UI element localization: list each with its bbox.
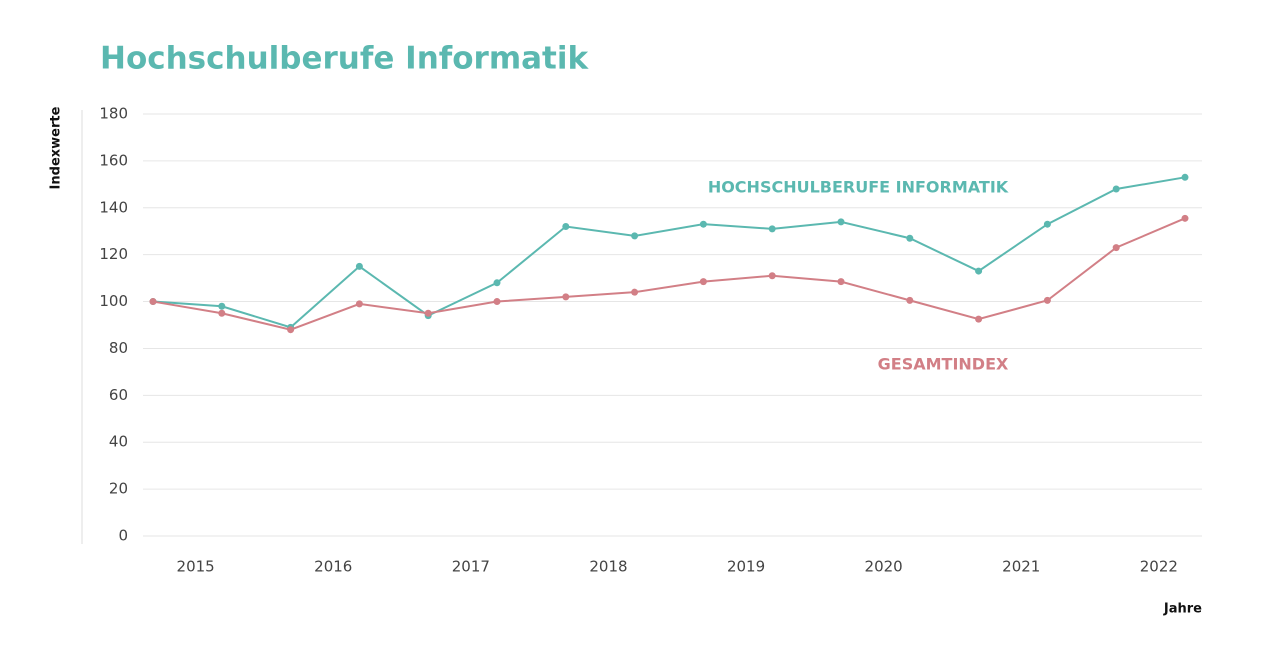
data-point — [975, 267, 983, 275]
data-point — [1181, 173, 1189, 181]
x-tick-label: 2017 — [452, 558, 490, 576]
y-tick-label: 180 — [99, 105, 128, 123]
data-point — [149, 298, 157, 306]
data-point — [562, 293, 570, 301]
data-point — [355, 262, 363, 270]
data-point — [562, 223, 570, 231]
y-tick-label: 160 — [99, 151, 128, 169]
data-point — [424, 309, 432, 317]
y-tick-label: 80 — [109, 339, 128, 357]
data-point — [218, 309, 226, 317]
x-tick-label: 2020 — [865, 558, 903, 576]
x-tick-label: 2018 — [589, 558, 627, 576]
y-tick-label: 100 — [99, 292, 128, 310]
data-point — [355, 300, 363, 308]
y-tick-label: 140 — [99, 198, 128, 216]
y-tick-label: 40 — [109, 433, 128, 451]
x-tick-label: 2022 — [1140, 558, 1178, 576]
x-axis-label: Jahre — [1163, 602, 1202, 617]
data-point — [493, 298, 501, 306]
y-axis-label: Indexwerte — [49, 106, 64, 189]
data-point — [699, 278, 707, 286]
data-point — [631, 288, 639, 296]
series-line — [152, 176, 1186, 329]
chart-title: Hochschulberufe Informatik — [100, 41, 589, 77]
x-tick-label: 2016 — [314, 558, 352, 576]
data-point — [1043, 296, 1051, 304]
data-point — [906, 296, 914, 304]
data-point — [1043, 220, 1051, 228]
series-label: GESAMTINDEX — [878, 355, 1009, 374]
data-point — [837, 218, 845, 226]
data-point — [768, 225, 776, 233]
series-line — [152, 217, 1186, 331]
data-point — [631, 232, 639, 240]
data-point — [1112, 185, 1120, 193]
data-point — [287, 326, 295, 334]
data-point — [1181, 214, 1189, 222]
data-point — [493, 279, 501, 287]
data-point — [218, 302, 226, 310]
data-point — [768, 272, 776, 280]
y-tick-label: 20 — [109, 480, 128, 498]
data-point — [975, 315, 983, 323]
series-label: HOCHSCHULBERUFE INFORMATIK — [708, 178, 1009, 197]
data-point — [837, 278, 845, 286]
x-tick-label: 2019 — [727, 558, 765, 576]
data-point — [699, 220, 707, 228]
data-point — [906, 234, 914, 242]
data-point — [1112, 244, 1120, 252]
y-tick-label: 60 — [109, 386, 128, 404]
y-tick-label: 0 — [118, 527, 128, 545]
x-tick-label: 2021 — [1002, 558, 1040, 576]
y-tick-label: 120 — [99, 245, 128, 263]
x-tick-label: 2015 — [177, 558, 215, 576]
